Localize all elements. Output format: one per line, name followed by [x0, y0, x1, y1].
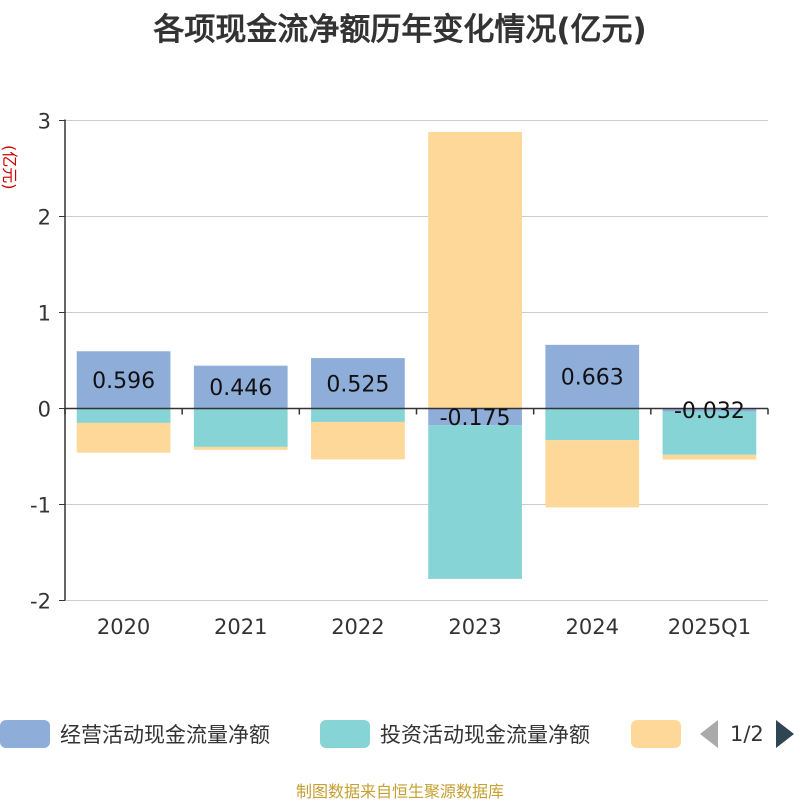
legend-swatch-investing — [320, 720, 370, 748]
legend-label-operating: 经营活动现金流量净额 — [60, 723, 270, 747]
bar-2-2020[interactable] — [76, 408, 171, 423]
bars — [76, 132, 757, 579]
legend-item-investing[interactable]: 投资活动现金流量净额 — [320, 716, 590, 752]
y-tick-label: 1 — [38, 302, 51, 326]
grid-lines — [65, 120, 768, 601]
x-tick-label: 2024 — [566, 615, 619, 639]
bar-1-2020[interactable] — [76, 351, 171, 409]
axes: 3 2 1 0 -1 -2 2020 2021 2022 2023 2024 2025Q1 — [30, 110, 769, 639]
bar-1-2022[interactable] — [311, 358, 405, 409]
legend-swatch-operating — [0, 720, 50, 748]
data-label-2023: -0.175 — [440, 406, 511, 431]
y-tick-label: 2 — [38, 206, 51, 230]
y-tick-label: 3 — [38, 110, 51, 134]
bar-1-2024[interactable] — [545, 344, 640, 409]
data-labels: 0.596 0.446 0.525 -0.175 0.663 -0.032 — [92, 366, 745, 431]
legend: 经营活动现金流量净额 投资活动现金流量净额 — [0, 716, 800, 756]
bar-2-2024[interactable] — [545, 408, 640, 441]
x-tick-label: 2021 — [214, 615, 267, 639]
data-label-2021: 0.446 — [209, 376, 272, 401]
bar-3-2023[interactable] — [428, 132, 522, 409]
y-tick-label: -1 — [30, 494, 51, 518]
bar-2-2023[interactable] — [428, 425, 522, 579]
pager-next-icon[interactable] — [775, 720, 794, 748]
legend-item-operating[interactable]: 经营活动现金流量净额 — [0, 716, 270, 752]
bar-1-2025Q1[interactable] — [662, 408, 757, 412]
bar-2-2025Q1[interactable] — [662, 411, 757, 455]
pager-page-text: 1/2 — [730, 722, 764, 746]
x-tick-label: 2022 — [331, 615, 384, 639]
x-tick-label: 2025Q1 — [668, 615, 751, 639]
bar-2-2021[interactable] — [193, 408, 288, 447]
data-label-2022: 0.525 — [326, 372, 389, 397]
source-note: 制图数据来自恒生聚源数据库 — [295, 782, 504, 801]
bar-chart: 3 2 1 0 -1 -2 2020 2021 2022 2023 2024 2025Q1 0.596… — [0, 110, 769, 639]
data-label-2024: 0.663 — [561, 366, 624, 391]
data-label-2025Q1: -0.032 — [674, 399, 745, 424]
y-axis-label: (亿元) — [0, 145, 19, 190]
x-tick-label: 2023 — [448, 615, 501, 639]
bar-1-2023[interactable] — [428, 408, 522, 426]
pager-prev-icon[interactable] — [700, 720, 718, 748]
bar-2-2022[interactable] — [311, 408, 405, 422]
data-label-2020: 0.596 — [92, 369, 155, 394]
legend-label-investing: 投资活动现金流量净额 — [380, 723, 590, 747]
bar-3-2020[interactable] — [76, 422, 171, 453]
bar-3-2022[interactable] — [311, 421, 405, 460]
chart-title: 各项现金流净额历年变化情况(亿元) — [153, 12, 647, 48]
legend-pager: 1/2 — [700, 716, 794, 752]
x-tick-label: 2020 — [97, 615, 150, 639]
legend-item-financing[interactable] — [631, 716, 681, 752]
y-tick-label: -2 — [30, 590, 51, 614]
bar-3-2025Q1[interactable] — [662, 454, 757, 460]
y-tick-label: 0 — [38, 398, 51, 422]
bar-3-2021[interactable] — [193, 446, 288, 450]
legend-swatch-financing — [631, 720, 681, 748]
bar-1-2021[interactable] — [193, 365, 288, 409]
bar-3-2024[interactable] — [545, 440, 640, 508]
